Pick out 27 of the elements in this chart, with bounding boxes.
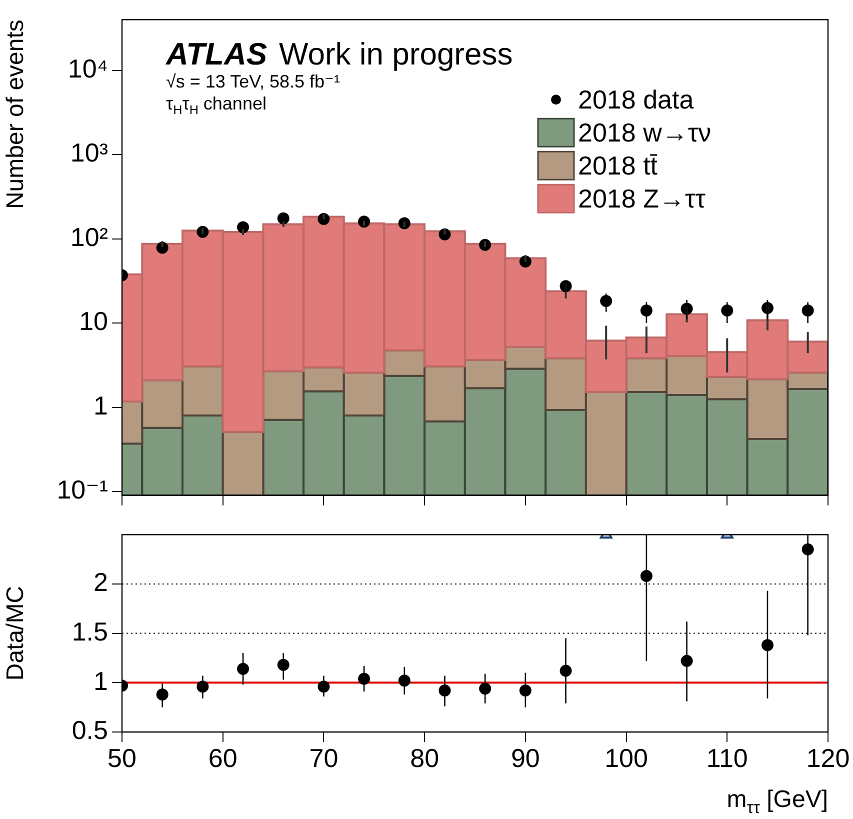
annotation: Work in progress bbox=[279, 36, 513, 72]
annotation: ATLAS bbox=[165, 36, 268, 72]
y-tick-label: 10³ bbox=[70, 138, 108, 168]
legend-label: 2018 tt̄ bbox=[578, 150, 658, 181]
y-axis-title: Number of events bbox=[2, 20, 30, 210]
x-tick-label: 110 bbox=[706, 742, 748, 773]
x-tick-label: 60 bbox=[208, 742, 238, 773]
annotation: √s = 13 TeV, 58.5 fb⁻¹ bbox=[166, 72, 340, 92]
y-tick-label: 1 bbox=[94, 390, 108, 420]
legend-label: 2018 data bbox=[578, 84, 694, 115]
x-tick-label: 120 bbox=[806, 742, 850, 773]
legend-label: 2018 w→τν bbox=[578, 118, 712, 148]
y-tick-label: 2 bbox=[94, 567, 108, 598]
x-tick-label: 50 bbox=[108, 742, 136, 773]
x-tick-label: 90 bbox=[510, 742, 540, 773]
y-tick-label: 10 bbox=[79, 306, 108, 336]
y-axis-title: Data/MC bbox=[2, 586, 30, 681]
y-tick-label: 10⁻¹ bbox=[56, 474, 108, 505]
x-tick-label: 70 bbox=[309, 742, 338, 773]
x-tick-label: 80 bbox=[410, 742, 440, 773]
y-tick-label: 10² bbox=[70, 222, 108, 252]
y-tick-label: 1 bbox=[94, 666, 108, 696]
y-tick-label: 0.5 bbox=[72, 715, 108, 746]
y-tick-label: 1.5 bbox=[72, 616, 108, 646]
legend-label: 2018 Z→ττ bbox=[578, 184, 706, 214]
x-tick-label: 100 bbox=[604, 742, 648, 773]
y-tick-label: 10⁴ bbox=[68, 53, 108, 84]
